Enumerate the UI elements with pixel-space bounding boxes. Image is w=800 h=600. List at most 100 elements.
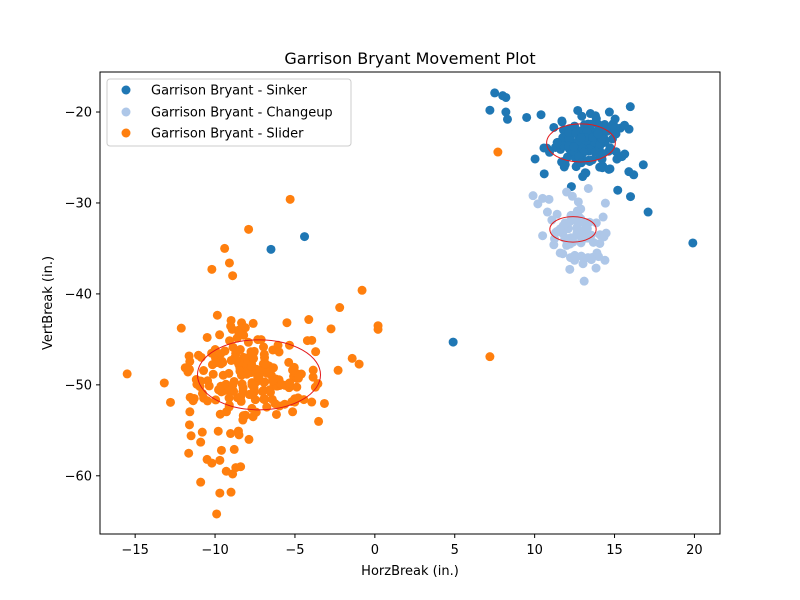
data-point-sinker xyxy=(266,244,276,254)
data-point-slider xyxy=(247,350,257,360)
data-point-sinker xyxy=(643,207,653,217)
data-point-changeup xyxy=(583,233,593,243)
data-point-slider xyxy=(233,426,243,436)
data-point-slider xyxy=(288,365,298,375)
ellipse-changeup xyxy=(549,216,597,243)
data-point-slider xyxy=(259,349,269,359)
data-point-sinker xyxy=(604,107,614,117)
data-point-sinker xyxy=(485,105,495,115)
data-point-slider xyxy=(226,487,236,497)
legend: Garrison Bryant - Sinker Garrison Bryant… xyxy=(106,78,352,147)
data-point-changeup xyxy=(583,253,593,263)
data-point-sinker xyxy=(604,164,614,174)
data-point-changeup xyxy=(565,264,575,274)
legend-label-sinker: Garrison Bryant - Sinker xyxy=(151,84,308,99)
data-point-changeup xyxy=(550,234,560,244)
data-point-slider xyxy=(268,376,278,386)
data-point-slider xyxy=(224,386,234,396)
data-point-changeup xyxy=(595,238,605,248)
data-point-changeup xyxy=(579,276,589,286)
data-point-slider xyxy=(229,444,239,454)
data-point-slider xyxy=(122,369,132,379)
data-point-sinker xyxy=(569,142,579,152)
data-point-sinker xyxy=(610,114,620,124)
data-point-changeup xyxy=(528,191,538,201)
data-point-changeup xyxy=(558,249,568,259)
data-point-sinker xyxy=(576,133,586,143)
data-point-slider xyxy=(284,340,294,350)
data-point-slider xyxy=(259,394,269,404)
data-point-changeup xyxy=(583,183,593,193)
data-point-slider xyxy=(259,377,269,387)
data-point-sinker xyxy=(522,112,532,122)
data-point-slider xyxy=(357,285,367,295)
x-axis-label: HorzBreak (in.) xyxy=(361,564,459,579)
data-point-changeup xyxy=(560,218,570,228)
data-point-slider xyxy=(224,393,234,403)
y-tick-label: −30 xyxy=(65,196,92,211)
data-point-slider xyxy=(184,448,194,458)
data-point-changeup xyxy=(567,191,577,201)
data-point-slider xyxy=(165,397,175,407)
data-point-slider xyxy=(247,403,257,413)
data-point-slider xyxy=(248,318,258,328)
data-point-slider xyxy=(183,367,193,377)
data-point-slider xyxy=(308,372,318,382)
data-point-sinker xyxy=(638,160,648,170)
data-point-changeup xyxy=(547,215,557,225)
data-point-sinker xyxy=(605,143,615,153)
data-point-slider xyxy=(311,347,321,357)
data-point-slider xyxy=(226,429,236,439)
data-point-sinker xyxy=(501,92,511,102)
data-point-slider xyxy=(273,340,283,350)
data-point-slider xyxy=(270,399,280,409)
data-point-slider xyxy=(268,363,278,373)
data-point-slider xyxy=(293,373,303,383)
data-point-slider xyxy=(235,366,245,376)
data-point-slider xyxy=(185,407,195,417)
x-tick-label: −15 xyxy=(121,543,148,558)
data-point-slider xyxy=(159,378,169,388)
ellipse-slider xyxy=(196,339,322,411)
data-point-sinker xyxy=(610,128,620,138)
data-point-slider xyxy=(314,416,324,426)
ellipse-sinker xyxy=(546,123,616,163)
data-point-slider xyxy=(260,359,270,369)
data-point-changeup xyxy=(544,194,554,204)
data-point-slider xyxy=(176,323,186,333)
data-point-sinker xyxy=(625,102,635,112)
y-tick-label: −40 xyxy=(65,287,92,302)
data-point-slider xyxy=(274,347,284,357)
data-point-slider xyxy=(253,372,263,382)
data-point-slider xyxy=(308,365,318,375)
x-tick-label: 15 xyxy=(606,543,623,558)
data-point-slider xyxy=(215,488,225,498)
y-tick-label: −50 xyxy=(65,378,92,393)
data-point-slider xyxy=(197,427,207,437)
data-point-sinker xyxy=(593,129,603,139)
data-point-changeup xyxy=(584,217,594,227)
legend-marker-slider xyxy=(121,128,131,138)
data-point-slider xyxy=(212,509,222,519)
data-point-slider xyxy=(188,396,198,406)
series-changeup xyxy=(528,183,611,286)
data-point-slider xyxy=(208,369,218,379)
data-point-slider xyxy=(333,365,343,375)
data-point-sinker xyxy=(530,154,540,164)
y-tick-label: −20 xyxy=(65,106,92,121)
data-point-slider xyxy=(228,271,238,281)
data-point-sinker xyxy=(539,169,549,179)
legend-box xyxy=(106,78,352,147)
data-point-slider xyxy=(199,366,209,376)
data-point-slider xyxy=(184,420,194,430)
data-point-sinker xyxy=(564,128,574,138)
data-point-slider xyxy=(326,324,336,334)
data-point-sinker xyxy=(536,110,546,120)
data-point-slider xyxy=(207,360,217,370)
data-point-changeup xyxy=(571,209,581,219)
plot-area-frame xyxy=(99,71,721,535)
data-point-slider xyxy=(313,379,323,389)
data-point-slider xyxy=(237,379,247,389)
data-point-sinker xyxy=(300,232,310,242)
data-point-changeup xyxy=(555,224,565,234)
